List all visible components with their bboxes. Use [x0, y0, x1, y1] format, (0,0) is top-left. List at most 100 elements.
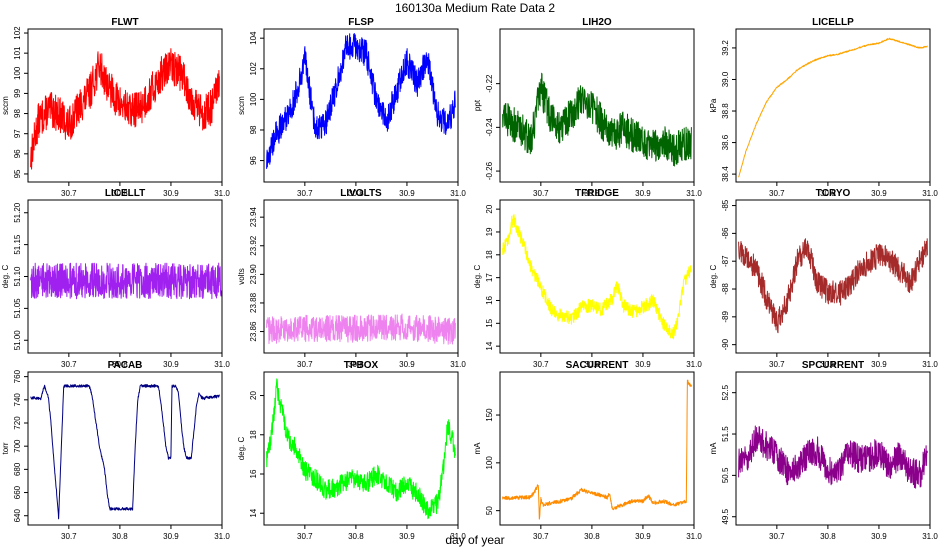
x-tick-label: 30.8 [348, 189, 364, 198]
y-tick-label: -90 [721, 338, 730, 350]
series-line [30, 384, 220, 520]
plot-frame [263, 371, 459, 526]
plot-frame [263, 28, 459, 183]
y-tick-label: 39.2 [721, 40, 730, 56]
y-tick-label: 23.86 [249, 321, 258, 342]
y-tick-label: 23.92 [249, 235, 258, 256]
x-tick-label: 31.0 [214, 532, 230, 541]
panel-title: LICELLT [105, 188, 145, 199]
y-tick-label: 14 [485, 341, 494, 350]
series-line [30, 48, 220, 170]
panel-flwt: FLWT 30.7 30.8 30.9 31.0 95 96 97 98 99 100 101 102 s… [1, 17, 230, 198]
series-line [30, 262, 223, 300]
series-line [738, 37, 928, 178]
x-tick-label: 30.9 [871, 360, 887, 369]
y-tick-label: 96 [13, 149, 22, 158]
y-tick-label: 18 [485, 250, 494, 259]
y-axis-label: deg. C [473, 264, 482, 288]
y-tick-label: 97 [13, 129, 22, 138]
panel-licellt: LICELLT 30.7 30.8 30.9 31.0 51.00 51.05 51.10 51… [1, 188, 230, 369]
y-axis-label: sccm [237, 96, 246, 115]
panel-title: FLWT [111, 17, 138, 28]
x-tick-label: 30.8 [112, 360, 128, 369]
panel-title: TPBOX [344, 360, 379, 371]
series-line [266, 378, 456, 520]
y-tick-label: 51.10 [13, 266, 22, 287]
x-tick-label: 31.0 [214, 360, 230, 369]
plot-frame [735, 28, 931, 183]
panel-title: LIH2O [582, 17, 612, 28]
y-tick-label: 660 [13, 485, 22, 499]
y-tick-label: 720 [13, 416, 22, 430]
y-tick-label: 95 [13, 169, 22, 178]
panel-title: SACURRENT [566, 360, 629, 371]
y-tick-label: 17 [485, 273, 494, 282]
series-line [266, 33, 456, 169]
panel-title: SPCURRENT [802, 360, 864, 371]
y-tick-label: 49.5 [721, 508, 730, 524]
y-tick-label: -0.22 [485, 74, 494, 93]
plot-frame [263, 199, 459, 354]
panel-title: LIVOLTS [340, 188, 382, 199]
x-tick-label: 30.8 [584, 189, 600, 198]
y-axis-label: deg. C [237, 436, 246, 460]
y-axis-label: ppt [473, 99, 482, 111]
plot-frame [499, 28, 695, 183]
x-tick-label: 30.7 [61, 532, 77, 541]
panel-tfridge: TFRIDGE 30.7 30.8 30.9 31.0 14 15 16 17 18 19 20 deg… [473, 188, 702, 369]
x-tick-label: 30.7 [533, 360, 549, 369]
x-tick-label: 30.9 [871, 532, 887, 541]
panel-flsp: FLSP 30.7 30.8 30.9 31.0 96 98 100 102 104 sccm [237, 17, 466, 198]
series-line [738, 238, 928, 334]
y-tick-label: 16 [249, 469, 258, 478]
y-tick-label: 51.5 [721, 426, 730, 442]
y-tick-label: 51.05 [13, 298, 22, 319]
y-tick-label: -0.26 [485, 161, 494, 180]
panel-tpbox: TPBOX 30.7 30.8 30.9 31.0 14 16 18 20 deg. C [237, 360, 466, 541]
y-tick-label: 99 [13, 88, 22, 97]
y-tick-label: 38.8 [721, 103, 730, 119]
series-line [502, 72, 692, 167]
panel-title: FLSP [348, 17, 374, 28]
y-tick-label: 14 [249, 508, 258, 517]
panel-pacab: PACAB 30.7 30.8 30.9 31.0 640 660 680 700 720 740 7… [1, 360, 230, 541]
panel-tcryo: TCRYO 30.7 30.8 30.9 31.0 -90 -89 -88 -87 -86 -85 d… [709, 188, 938, 369]
y-tick-label: 150 [485, 408, 494, 422]
x-tick-label: 30.7 [297, 189, 313, 198]
y-tick-label: 20 [249, 391, 258, 400]
y-tick-label: 38.4 [721, 166, 730, 182]
x-tick-label: 31.0 [450, 189, 466, 198]
x-tick-label: 30.8 [820, 532, 836, 541]
y-axis-label: torr [1, 442, 10, 454]
x-tick-label: 30.8 [112, 532, 128, 541]
panel-title: LICELLP [812, 17, 854, 28]
y-axis-label: sccm [1, 96, 10, 115]
y-tick-label: 38.6 [721, 134, 730, 150]
y-tick-label: 18 [249, 430, 258, 439]
y-axis-label: kPa [709, 98, 718, 112]
y-tick-label: 20 [485, 204, 494, 213]
x-tick-label: 31.0 [450, 532, 466, 541]
x-tick-label: 30.7 [533, 532, 549, 541]
y-tick-label: 700 [13, 439, 22, 453]
plot-frame [27, 28, 223, 183]
y-tick-label: 16 [485, 295, 494, 304]
y-axis-label: volts [237, 268, 246, 284]
y-tick-label: 760 [13, 369, 22, 383]
x-tick-label: 31.0 [922, 360, 938, 369]
x-tick-label: 30.9 [163, 532, 179, 541]
x-tick-label: 30.9 [399, 189, 415, 198]
x-tick-label: 30.8 [112, 189, 128, 198]
figure-title: 160130a Medium Rate Data 2 [395, 1, 555, 15]
x-tick-label: 31.0 [922, 189, 938, 198]
x-tick-label: 30.7 [297, 532, 313, 541]
y-tick-label: 50.5 [721, 467, 730, 483]
x-tick-label: 30.7 [533, 189, 549, 198]
x-tick-label: 30.8 [348, 360, 364, 369]
y-tick-label: 39.0 [721, 71, 730, 87]
y-tick-label: 100 [485, 456, 494, 470]
x-tick-label: 30.7 [769, 532, 785, 541]
y-tick-label: -85 [721, 199, 730, 211]
